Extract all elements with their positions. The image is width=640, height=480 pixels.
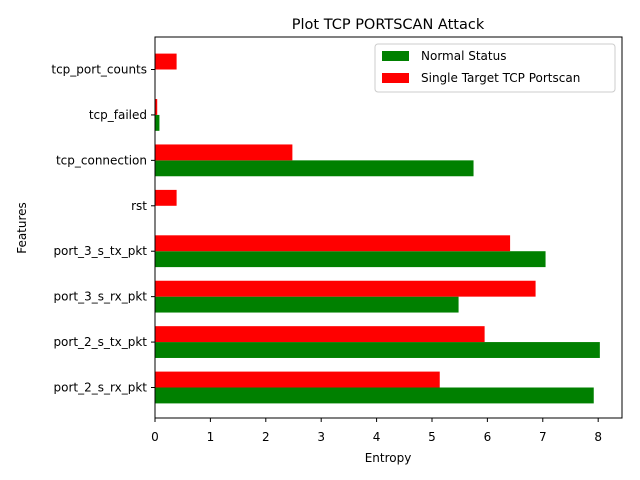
y-tick-label-rst: rst [131, 199, 147, 213]
x-tick-label: 4 [373, 430, 381, 444]
bar-normal-status-port-2-s-tx-pkt [155, 342, 600, 358]
bars-layer [155, 53, 600, 404]
y-tick-label-port-2-s-tx-pkt: port_2_s_tx_pkt [53, 335, 147, 349]
y-tick-label-port-3-s-rx-pkt: port_3_s_rx_pkt [54, 290, 148, 304]
bar-single-target-tcp-portscan-tcp-port-counts [155, 53, 177, 70]
bar-normal-status-port-2-s-rx-pkt [155, 387, 594, 404]
bar-normal-status-port-3-s-rx-pkt [155, 296, 459, 313]
legend-frame [374, 43, 616, 93]
x-tick-label: 8 [594, 430, 602, 444]
y-axis: port_2_s_rx_pkt port_2_s_tx_pkt port_3_s_r… [51, 63, 155, 395]
y-tick-label-tcp-failed: tcp_failed [89, 108, 147, 122]
chart-title: Plot TCP PORTSCAN Attack [292, 17, 485, 33]
x-axis: 0 1 2 3 4 5 6 7 8 [151, 418, 602, 444]
bar-single-target-tcp-portscan-port-2-s-tx-pkt [155, 326, 485, 343]
bar-single-target-tcp-portscan-tcp-connection [155, 144, 293, 161]
bar-normal-status-tcp-failed [155, 114, 160, 131]
bar-normal-status-tcp-connection [155, 160, 474, 177]
x-tick-label: 3 [317, 430, 325, 444]
y-tick-label-port-2-s-rx-pkt: port_2_s_rx_pkt [54, 381, 148, 395]
bar-normal-status-port-3-s-tx-pkt [155, 251, 546, 268]
x-tick-label: 7 [539, 430, 547, 444]
y-tick-label-tcp-port-counts: tcp_port_counts [51, 63, 147, 77]
y-tick-label-port-3-s-tx-pkt: port_3_s_tx_pkt [53, 244, 147, 258]
x-tick-label: 1 [207, 430, 215, 444]
plot-frame [154, 36, 623, 419]
x-axis-label: Entropy [365, 451, 412, 465]
legend-label-single-target-tcp-portscan: Single Target TCP Portscan [421, 71, 580, 85]
x-tick-label: 5 [428, 430, 436, 444]
bar-single-target-tcp-portscan-tcp-failed [155, 99, 158, 115]
y-axis-label: Features [15, 202, 29, 254]
bar-single-target-tcp-portscan-port-3-s-tx-pkt [155, 235, 511, 252]
legend-swatch-normal-status [382, 51, 409, 61]
x-tick-label: 6 [484, 430, 492, 444]
x-tick-label: 0 [151, 430, 159, 444]
legend-label-normal-status: Normal Status [421, 49, 506, 63]
bar-single-target-tcp-portscan-port-2-s-rx-pkt [155, 371, 440, 388]
legend-swatch-single-target-tcp-portscan [382, 73, 409, 83]
legend: Normal Status Single Target TCP Portscan [374, 43, 616, 93]
x-tick-label: 2 [262, 430, 270, 444]
bar-single-target-tcp-portscan-rst [155, 189, 177, 206]
bar-single-target-tcp-portscan-port-3-s-rx-pkt [155, 280, 536, 297]
y-tick-label-tcp-connection: tcp_connection [56, 153, 147, 167]
